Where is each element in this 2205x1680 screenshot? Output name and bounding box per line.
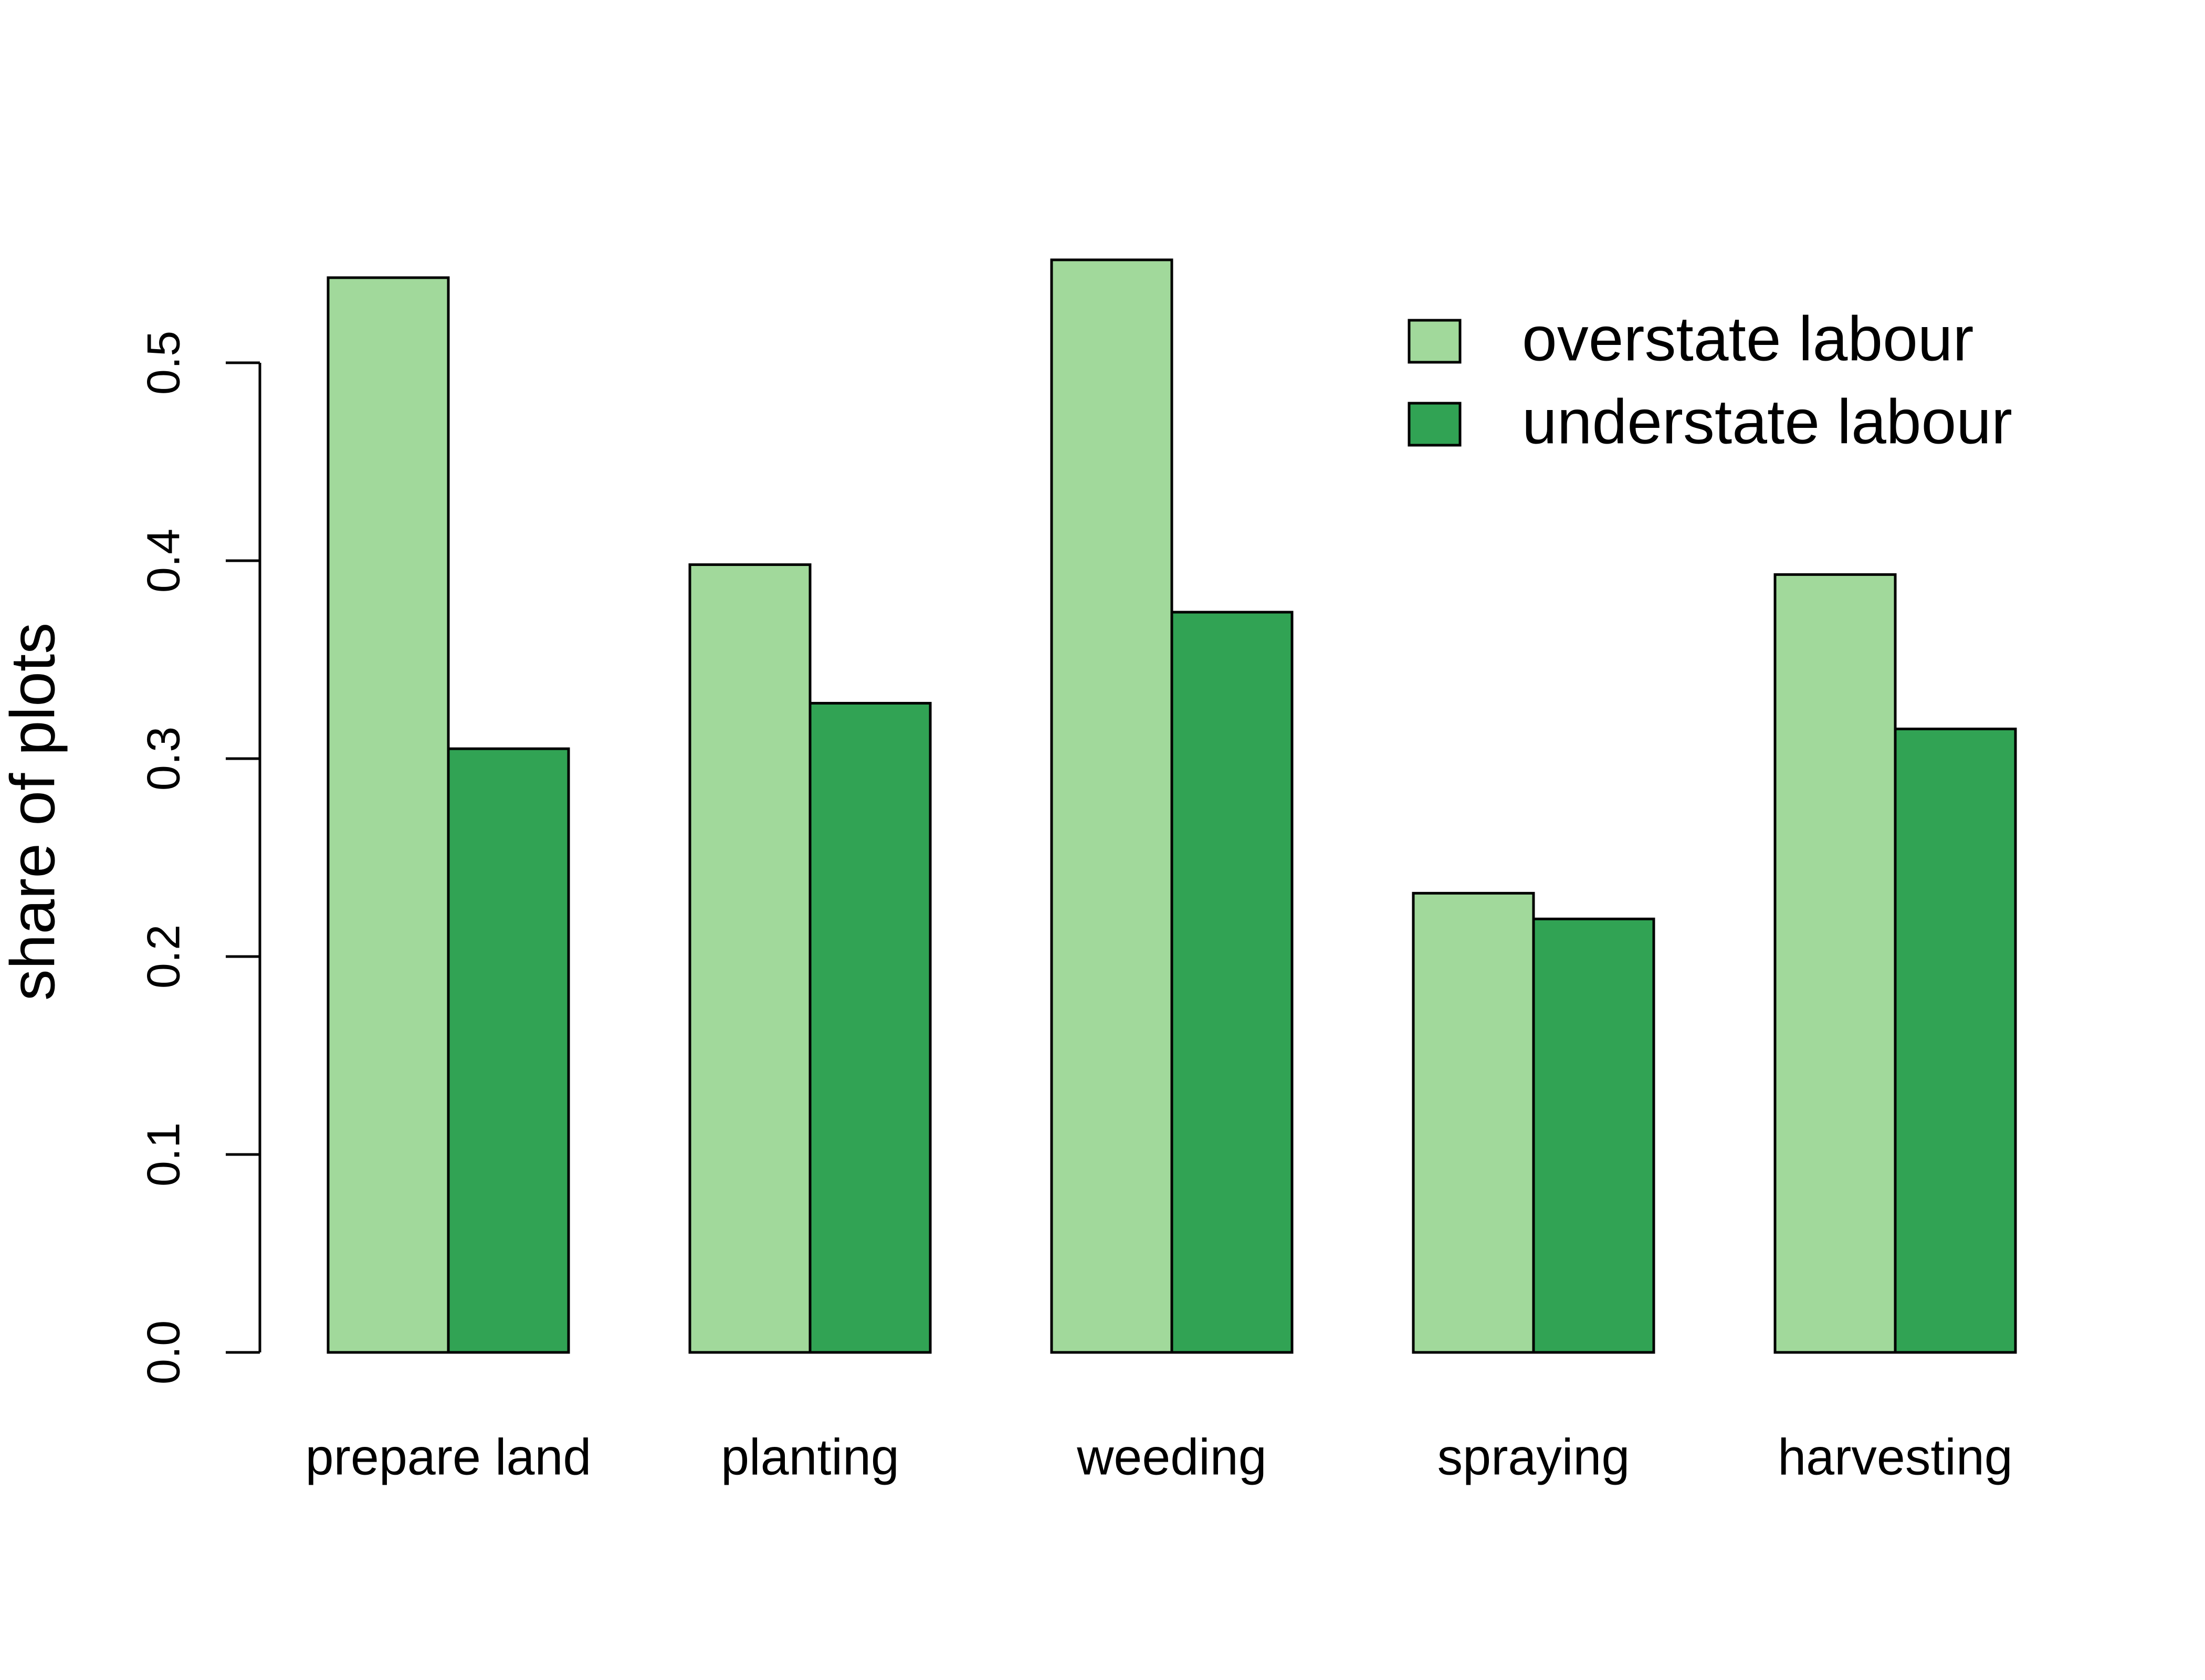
y-tick-label: 0.5 — [137, 331, 189, 395]
x-tick-label: spraying — [1437, 1429, 1630, 1486]
bar — [1773, 573, 1897, 1354]
legend-swatch — [1408, 402, 1462, 447]
legend-swatch — [1408, 319, 1462, 364]
x-tick-label: weeding — [1076, 1429, 1266, 1486]
bar — [1894, 727, 2017, 1354]
bar — [688, 563, 812, 1354]
y-tick-label: 0.1 — [137, 1122, 189, 1186]
x-tick-label: prepare land — [306, 1429, 592, 1486]
y-tick-label: 0.4 — [137, 529, 189, 593]
bar — [1050, 258, 1173, 1354]
y-tick-label: 0.2 — [137, 925, 189, 989]
x-tick-label: harvesting — [1778, 1429, 2013, 1486]
legend-label: overstate labour — [1522, 304, 1974, 374]
legend-label: understate labour — [1522, 387, 2012, 457]
bar — [327, 276, 450, 1354]
bar — [1532, 917, 1655, 1354]
y-tick-label: 0.3 — [137, 727, 189, 791]
bar — [447, 747, 570, 1354]
x-tick-label: planting — [721, 1429, 899, 1486]
y-axis-label: share of plots — [0, 623, 68, 1001]
y-tick-label: 0.0 — [137, 1320, 189, 1384]
bar — [808, 701, 932, 1354]
bar — [1412, 891, 1535, 1354]
bar — [1170, 611, 1294, 1354]
